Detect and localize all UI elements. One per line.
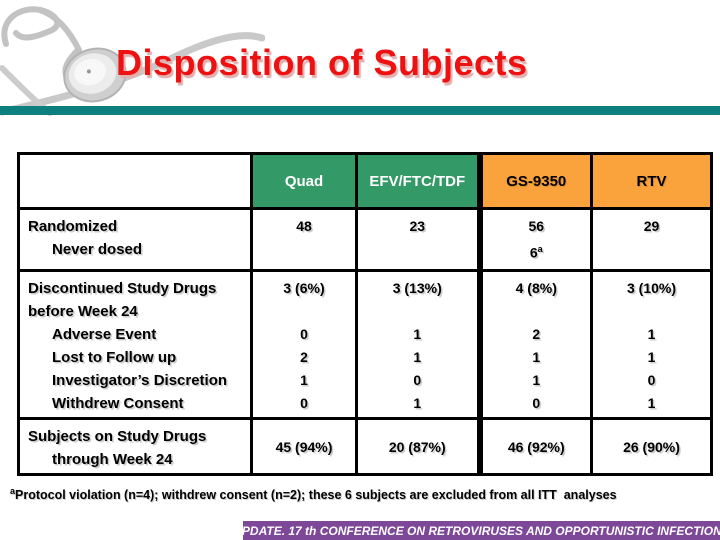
header-cell-efv-ftc-tdf: EFV/FTC/TDF bbox=[355, 152, 483, 210]
cell-randomized-efv: 23 bbox=[355, 207, 483, 272]
cell-on-study-quad: 45 (94%) bbox=[250, 417, 358, 476]
header-cell-gs-9350: GS-9350 bbox=[478, 152, 593, 210]
row-label-randomized: Randomized Never dosed bbox=[17, 207, 253, 272]
cell-randomized-rtv: 29 bbox=[590, 207, 713, 272]
slide-title: Disposition of Subjects bbox=[116, 42, 528, 83]
cell-randomized-quad: 48 bbox=[250, 207, 358, 272]
header-cell-empty bbox=[17, 152, 253, 210]
cell-on-study-gs: 46 (92%) bbox=[478, 417, 593, 476]
cell-on-study-rtv: 26 (90%) bbox=[590, 417, 713, 476]
table-header-row: Quad EFV/FTC/TDF GS-9350 RTV bbox=[17, 152, 713, 210]
table-row-on-study: Subjects on Study Drugs through Week 24 … bbox=[17, 417, 713, 476]
row-label-discontinued: Discontinued Study Drugs before Week 24 … bbox=[17, 269, 253, 420]
cell-randomized-gs: 56 6a bbox=[478, 207, 593, 272]
table-row-randomized: Randomized Never dosed 48 23 56 6a 29 bbox=[17, 207, 713, 272]
disposition-table: Quad EFV/FTC/TDF GS-9350 RTV Randomized … bbox=[17, 152, 713, 476]
footnote-text: Protocol violation (n=4); withdrew conse… bbox=[15, 488, 617, 503]
footnote-marker: a bbox=[537, 244, 543, 254]
stethoscope-image bbox=[0, 6, 265, 116]
conference-banner-text: UPDATE. 17 th CONFERENCE ON RETROVIRUSES… bbox=[233, 523, 720, 538]
table-row-discontinued: Discontinued Study Drugs before Week 24 … bbox=[17, 269, 713, 420]
cell-on-study-efv: 20 (87%) bbox=[355, 417, 483, 476]
title-divider bbox=[0, 106, 720, 115]
conference-banner: UPDATE. 17 th CONFERENCE ON RETROVIRUSES… bbox=[233, 521, 720, 540]
header-cell-rtv: RTV bbox=[590, 152, 713, 210]
footnote: aProtocol violation (n=4); withdrew cons… bbox=[10, 486, 716, 502]
footnote-sup: a bbox=[10, 486, 16, 496]
row-label-on-study: Subjects on Study Drugs through Week 24 bbox=[17, 417, 253, 476]
header-cell-quad: Quad bbox=[250, 152, 358, 210]
